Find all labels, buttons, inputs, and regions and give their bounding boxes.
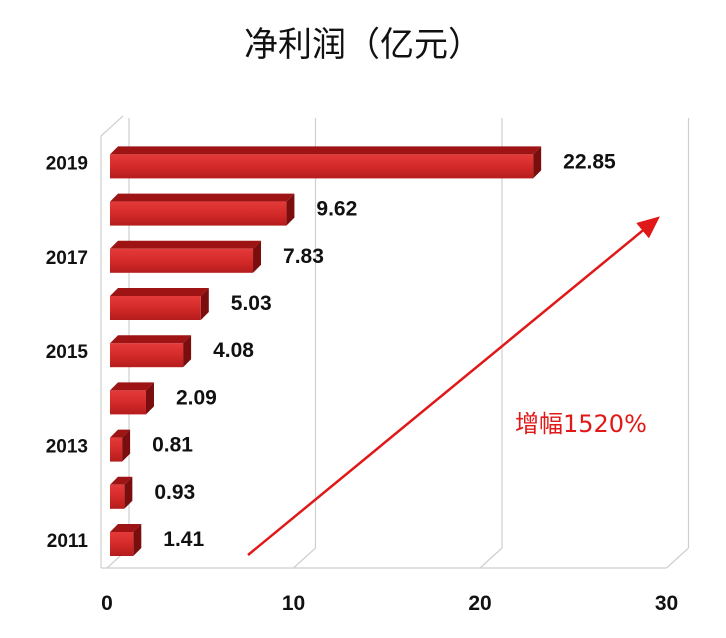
- bar: [110, 248, 254, 273]
- bar: [110, 390, 146, 415]
- floor-line: [666, 547, 689, 569]
- bar-top: [110, 240, 262, 249]
- y-axis-top: [100, 115, 124, 137]
- data-label: 0.93: [154, 481, 195, 504]
- bar: [110, 484, 125, 509]
- bar-2018: [110, 193, 295, 226]
- bar-side: [124, 476, 133, 509]
- data-label: 5.03: [231, 292, 272, 315]
- growth-annotation: 增幅1520%: [515, 410, 647, 438]
- bar: [110, 201, 287, 226]
- data-label: 22.85: [563, 150, 616, 173]
- bar-top: [110, 335, 192, 344]
- bar-2015: [110, 335, 192, 368]
- bar-top: [110, 429, 131, 438]
- y-tick-label: 2013: [46, 437, 88, 458]
- data-label: 9.62: [316, 198, 357, 221]
- data-label: 2.09: [176, 386, 217, 409]
- x-tick-label: 10: [282, 592, 305, 615]
- bar-side: [533, 146, 542, 179]
- bar-2019: [110, 146, 542, 179]
- growth-arrow: [247, 216, 660, 556]
- y-tick-label: 2015: [46, 342, 89, 363]
- x-tick-label: 30: [655, 592, 678, 615]
- x-tick-label: 20: [468, 592, 491, 615]
- bar: [110, 154, 534, 179]
- bar-side: [122, 429, 131, 462]
- bar: [110, 532, 134, 556]
- data-label: 7.83: [283, 245, 324, 268]
- bar-2011: [110, 524, 142, 556]
- bar: [110, 296, 201, 320]
- y-tick-label: 2017: [46, 248, 88, 269]
- bar-top: [110, 524, 142, 532]
- y-tick-label: 2019: [46, 153, 88, 174]
- floor-line: [293, 547, 316, 569]
- data-label: 0.81: [152, 434, 193, 457]
- floor-line: [479, 547, 503, 569]
- bar-side: [183, 335, 192, 368]
- data-label: 4.08: [213, 339, 254, 362]
- bar-top: [110, 146, 542, 155]
- bar-2016: [110, 288, 209, 320]
- bar-side: [133, 524, 142, 556]
- bar: [110, 437, 123, 462]
- bar-side: [286, 193, 295, 226]
- bar-side: [145, 382, 154, 415]
- x-tick-label: 0: [101, 592, 113, 615]
- bar: [110, 343, 184, 368]
- bar-top: [110, 476, 133, 485]
- bar-2013: [110, 429, 131, 462]
- y-tick-label: 2011: [47, 531, 89, 552]
- bar-side: [200, 288, 209, 320]
- data-label: 1.41: [163, 528, 204, 551]
- bar-2012: [110, 476, 133, 509]
- bar-2017: [110, 240, 262, 273]
- bar-side: [253, 240, 262, 273]
- bar-top: [110, 193, 295, 202]
- bar-2014: [110, 382, 154, 415]
- chart-title: 净利润（亿元）: [244, 25, 482, 65]
- bar-top: [110, 288, 209, 296]
- bar-top: [110, 382, 154, 391]
